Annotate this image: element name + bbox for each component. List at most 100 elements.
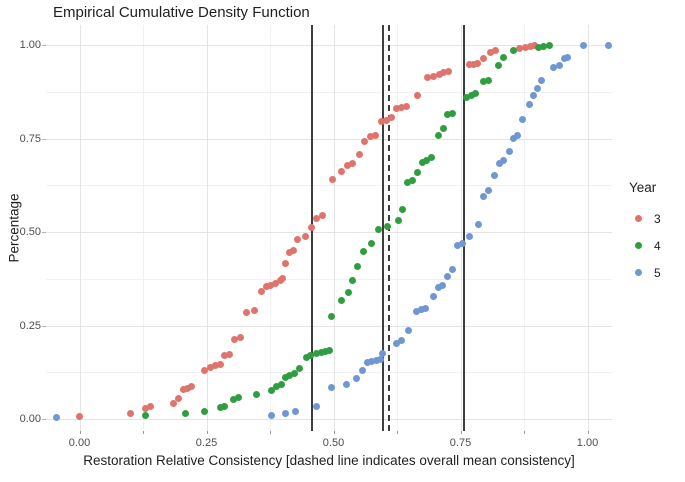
data-point-year-5 [563, 54, 571, 62]
data-point-year-4 [399, 206, 407, 214]
data-point-year-3 [465, 61, 473, 69]
gridline-y-major [46, 232, 612, 233]
legend-item-label: 5 [654, 265, 661, 280]
data-point-year-4 [221, 403, 229, 411]
data-point-year-4 [434, 131, 442, 139]
data-point-year-3 [435, 70, 443, 78]
data-point-year-5 [518, 115, 526, 123]
data-point-year-3 [169, 399, 177, 407]
plot-panel [46, 25, 613, 431]
data-point-year-4 [413, 169, 421, 177]
data-point-year-3 [429, 73, 437, 81]
data-point-year-3 [126, 409, 134, 417]
data-point-year-4 [484, 76, 492, 84]
data-point-year-4 [468, 91, 476, 99]
data-point-year-3 [206, 364, 214, 372]
data-point-year-4 [534, 44, 542, 52]
data-point-year-3 [328, 175, 336, 183]
data-point-year-3 [516, 45, 524, 53]
data-point-year-5 [358, 367, 366, 375]
data-point-year-3 [142, 405, 150, 413]
data-point-year-4 [291, 369, 299, 377]
y-tick-mark [42, 325, 46, 327]
y-tick-label: 0.00 [19, 413, 41, 425]
data-point-year-3 [293, 235, 301, 243]
data-point-year-5 [550, 63, 558, 71]
data-point-year-5 [459, 239, 467, 247]
x-tick-mark [333, 431, 335, 434]
data-point-year-5 [434, 283, 442, 291]
data-point-year-5 [379, 350, 387, 358]
data-point-year-3 [188, 383, 196, 391]
legend-item: 5 [629, 259, 661, 286]
data-point-year-4 [448, 109, 456, 117]
y-tick-mark [42, 138, 46, 140]
data-point-year-3 [258, 287, 266, 295]
y-tick-label: 1.00 [19, 39, 41, 51]
y-tick-mark [42, 45, 46, 46]
data-point-year-4 [368, 240, 376, 248]
y-tick-label: 0.50 [19, 226, 41, 238]
x-tick-mark [524, 431, 525, 434]
data-point-year-5 [480, 192, 488, 200]
y-tick-label: 0.25 [19, 319, 41, 332]
gridline-x-major [206, 25, 208, 431]
x-tick-mark [460, 431, 462, 434]
x-axis-title: Restoration Relative Consistency [dashed… [83, 453, 575, 468]
x-tick-mark [397, 431, 398, 434]
data-point-year-3 [243, 309, 251, 317]
data-point-year-5 [52, 413, 60, 421]
data-point-year-4 [344, 289, 352, 297]
data-point-year-3 [271, 279, 279, 287]
data-point-year-5 [417, 305, 425, 313]
data-point-year-3 [530, 41, 538, 49]
data-point-year-3 [147, 403, 155, 411]
data-point-year-3 [201, 366, 209, 374]
data-point-year-4 [374, 225, 382, 233]
data-point-year-5 [513, 131, 521, 139]
data-point-year-3 [318, 212, 326, 220]
legend-item: 3 [629, 205, 661, 232]
data-point-year-3 [211, 362, 219, 370]
data-point-year-5 [529, 91, 537, 99]
data-point-year-4 [540, 42, 548, 50]
data-point-year-5 [495, 160, 503, 168]
data-point-year-4 [383, 223, 391, 231]
x-tick-mark [270, 431, 271, 434]
data-point-year-3 [226, 351, 234, 359]
data-point-year-3 [392, 104, 400, 112]
data-point-year-5 [443, 273, 451, 280]
data-point-year-3 [290, 247, 298, 255]
data-point-year-5 [364, 359, 372, 367]
x-tick-label: 0.50 [322, 437, 345, 449]
data-point-year-5 [453, 242, 461, 250]
data-point-year-4 [479, 78, 487, 86]
data-point-year-5 [327, 383, 335, 391]
data-point-year-3 [403, 102, 411, 110]
data-point-year-4 [409, 177, 417, 185]
x-tick-mark [587, 431, 589, 434]
data-point-year-5 [439, 281, 447, 289]
x-tick-mark [143, 431, 144, 434]
legend-item: 4 [629, 232, 661, 259]
data-point-year-5 [490, 171, 498, 179]
data-point-year-4 [338, 297, 346, 305]
data-point-year-5 [292, 407, 300, 415]
data-point-year-4 [353, 263, 361, 271]
x-tick-mark [206, 431, 208, 434]
data-point-year-3 [344, 162, 352, 170]
data-point-year-5 [499, 157, 507, 165]
data-point-year-4 [201, 408, 209, 416]
plot-title: Empirical Cumulative Density Function [53, 4, 310, 21]
x-tick-label: 0.00 [68, 437, 91, 449]
data-point-year-5 [413, 308, 421, 316]
data-point-year-3 [221, 352, 229, 360]
data-point-year-3 [262, 283, 270, 291]
data-point-year-4 [444, 111, 452, 119]
data-point-year-3 [444, 68, 452, 76]
data-point-year-5 [505, 148, 513, 156]
data-point-year-5 [377, 355, 385, 363]
data-point-year-5 [448, 265, 456, 273]
data-point-year-4 [318, 349, 326, 357]
